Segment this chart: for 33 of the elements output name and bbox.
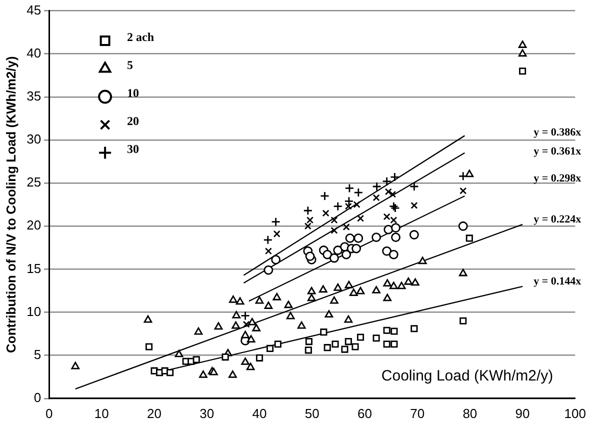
x-tick-label: 90 [515,406,530,421]
x-tick-label: 80 [462,406,478,421]
x-tick-label: 30 [200,406,214,421]
y-tick-label: 0 [34,390,42,405]
y-tick-label: 45 [26,2,42,18]
y-tick-label: 20 [26,218,42,233]
legend-label: 30 [127,142,140,156]
annotation: y = 0.361x [534,146,582,158]
x-tick-label: 60 [357,406,372,421]
x-tick-label: 50 [304,406,320,421]
y-tick-label: 25 [26,174,42,190]
y-tick-label: 35 [26,88,42,104]
y-tick-label: 30 [26,132,42,147]
y-tick-label: 15 [26,260,42,276]
x-tick-label: 70 [410,406,425,421]
annotation: y = 0.386x [534,126,582,139]
x-tick-label: 40 [252,406,267,421]
x-tick-label: 10 [94,406,109,421]
annotation: y = 0.144x [534,276,582,288]
x-tick-label: 0 [45,406,53,421]
legend-label: 10 [127,86,140,100]
x-axis-title: Cooling Load (KWh/m2/y) [381,368,554,385]
annotation: y = 0.298x [534,172,582,185]
annotation: y = 0.224x [534,214,582,226]
legend-label: 2 ach [127,30,154,44]
y-tick-label: 10 [26,304,42,319]
x-tick-label: 100 [564,406,586,421]
legend-label: 5 [127,58,134,72]
y-axis-title: Contribution of N/V to Cooling Load (KWh/m2/y) [3,56,18,353]
y-tick-label: 5 [34,346,42,362]
x-tick-label: 20 [147,406,162,421]
y-tick-label: 40 [26,45,42,60]
legend-label: 20 [127,114,140,128]
